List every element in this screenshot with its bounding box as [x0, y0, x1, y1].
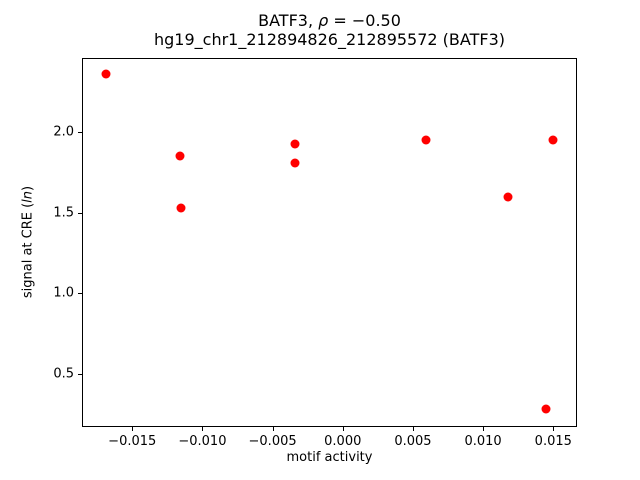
x-tick-mark	[132, 427, 134, 431]
x-tick-label: −0.010	[178, 434, 227, 449]
plot-area: −0.015 −0.010 −0.005 0.000 0.005 0.010 0.015 0.…	[53, 58, 577, 449]
chart-title: BATF3, ρ = −0.50 hg19_chr1_212894826_212…	[82, 11, 577, 49]
y-axis-label-text: signal at CRE (	[20, 202, 36, 299]
y-tick-mark	[78, 132, 82, 134]
y-tick-label: 2.0	[53, 124, 74, 140]
y-axis-label-close: )	[20, 185, 36, 191]
y-axis-label: signal at CRE (ln)	[21, 186, 36, 298]
x-tick-mark	[553, 427, 555, 431]
data-point	[541, 404, 551, 414]
data-point	[101, 69, 111, 79]
data-point	[290, 139, 300, 149]
data-point	[290, 158, 300, 168]
data-point	[421, 135, 431, 145]
x-tick-label: 0.015	[534, 434, 572, 449]
x-tick-mark	[342, 427, 344, 431]
data-point	[175, 151, 185, 161]
rho-symbol: ρ	[318, 11, 329, 30]
chart-title-line1: BATF3, ρ = −0.50	[82, 11, 577, 30]
x-tick-label: −0.015	[108, 434, 157, 449]
x-tick-label: 0.005	[394, 434, 432, 449]
y-tick-mark	[78, 293, 82, 295]
x-axis-label: motif activity	[286, 450, 373, 465]
y-tick-label: 0.5	[53, 366, 74, 382]
data-point	[503, 192, 513, 202]
data-point	[548, 135, 558, 145]
axes-frame	[82, 58, 577, 427]
x-tick-mark	[272, 427, 274, 431]
x-tick-label: 0.000	[324, 434, 362, 449]
chart-title-line2: hg19_chr1_212894826_212895572 (BATF3)	[154, 30, 505, 49]
x-tick-mark	[483, 427, 485, 431]
y-tick-mark	[78, 212, 82, 214]
x-tick-label: −0.005	[248, 434, 297, 449]
title-correlation: = −0.50	[328, 11, 401, 30]
x-tick-label: 0.010	[464, 434, 502, 449]
x-tick-mark	[202, 427, 204, 431]
y-axis-label-ln: ln	[20, 190, 36, 203]
data-point	[176, 203, 186, 213]
y-tick-mark	[78, 373, 82, 375]
title-gene: BATF3,	[258, 11, 319, 30]
x-tick-mark	[412, 427, 414, 431]
y-tick-label: 1.5	[53, 205, 74, 221]
y-tick-label: 1.0	[53, 285, 74, 301]
